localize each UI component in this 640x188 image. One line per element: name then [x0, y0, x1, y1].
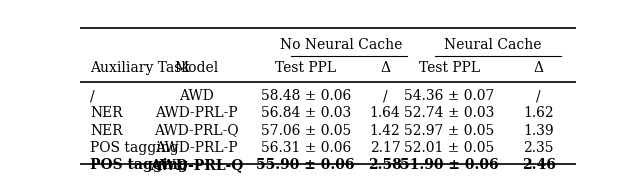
- Text: 2.17: 2.17: [370, 141, 401, 155]
- Text: AWD-PRL-Q: AWD-PRL-Q: [154, 124, 239, 138]
- Text: 1.62: 1.62: [524, 106, 554, 121]
- Text: NER: NER: [90, 106, 122, 121]
- Text: Neural Cache: Neural Cache: [444, 38, 541, 52]
- Text: AWD: AWD: [179, 89, 214, 103]
- Text: /: /: [90, 89, 95, 103]
- Text: 58.48 ± 0.06: 58.48 ± 0.06: [260, 89, 351, 103]
- Text: 2.58: 2.58: [368, 158, 402, 172]
- Text: 1.42: 1.42: [370, 124, 401, 138]
- Text: 51.90 ± 0.06: 51.90 ± 0.06: [400, 158, 499, 172]
- Text: 1.39: 1.39: [524, 124, 554, 138]
- Text: Δ: Δ: [380, 61, 390, 75]
- Text: 52.74 ± 0.03: 52.74 ± 0.03: [404, 106, 495, 121]
- Text: /: /: [383, 89, 387, 103]
- Text: 56.31 ± 0.06: 56.31 ± 0.06: [260, 141, 351, 155]
- Text: AWD-PRL-P: AWD-PRL-P: [156, 106, 238, 121]
- Text: Test PPL: Test PPL: [419, 61, 480, 75]
- Text: 2.46: 2.46: [522, 158, 556, 172]
- Text: 52.97 ± 0.05: 52.97 ± 0.05: [404, 124, 495, 138]
- Text: 2.35: 2.35: [524, 141, 554, 155]
- Text: AWD-PRL-P: AWD-PRL-P: [156, 141, 238, 155]
- Text: Test PPL: Test PPL: [275, 61, 336, 75]
- Text: Δ: Δ: [534, 61, 544, 75]
- Text: /: /: [536, 89, 541, 103]
- Text: AWD-PRL-Q: AWD-PRL-Q: [150, 158, 243, 172]
- Text: POS tagging: POS tagging: [90, 158, 188, 172]
- Text: Model: Model: [175, 61, 219, 75]
- Text: 57.06 ± 0.05: 57.06 ± 0.05: [260, 124, 351, 138]
- Text: 1.64: 1.64: [370, 106, 401, 121]
- Text: POS tagging: POS tagging: [90, 141, 179, 155]
- Text: Auxiliary Task: Auxiliary Task: [90, 61, 190, 75]
- Text: 55.90 ± 0.06: 55.90 ± 0.06: [257, 158, 355, 172]
- Text: NER: NER: [90, 124, 122, 138]
- Text: 54.36 ± 0.07: 54.36 ± 0.07: [404, 89, 495, 103]
- Text: 52.01 ± 0.05: 52.01 ± 0.05: [404, 141, 495, 155]
- Text: 56.84 ± 0.03: 56.84 ± 0.03: [260, 106, 351, 121]
- Text: No Neural Cache: No Neural Cache: [280, 38, 403, 52]
